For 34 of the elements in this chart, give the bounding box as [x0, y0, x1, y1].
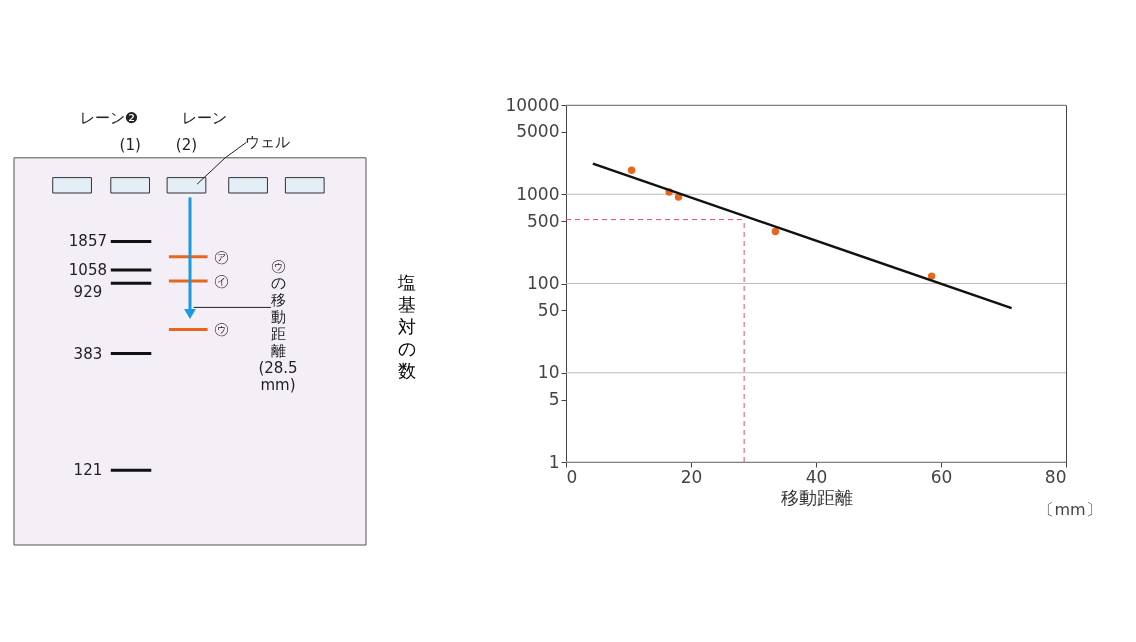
x-tick-label: 60	[930, 466, 953, 487]
x-axis-title: 移動距離	[780, 486, 853, 508]
y-tick-label: 100	[527, 273, 560, 293]
text: レーン	[181, 109, 227, 128]
x-tick-label: 40	[805, 466, 828, 487]
y-tick-label: 50	[537, 299, 560, 320]
y-tick-label: 10000	[505, 94, 560, 115]
text: 929	[73, 283, 103, 301]
y-tick-label: 5000	[516, 121, 560, 142]
text: (2)	[175, 135, 198, 154]
point	[771, 227, 780, 236]
y-tick-label: 5	[548, 389, 560, 410]
y-tick-label: 1000	[516, 183, 560, 204]
point	[927, 272, 936, 280]
text: ウェル	[244, 133, 290, 152]
text: 383	[73, 344, 103, 363]
text: ㋑	[214, 272, 230, 290]
y-tick-label: 1	[548, 451, 560, 472]
text: 〔mm〕	[1038, 500, 1102, 519]
x-tick-label: 0	[566, 466, 578, 487]
text: 121	[73, 461, 103, 480]
text: レーン❷	[79, 109, 139, 128]
y-tick-label: 500	[527, 210, 560, 231]
y-axis-title: 塩基対の数	[397, 272, 417, 381]
text: 1857	[68, 232, 108, 251]
x-tick-label: 20	[680, 466, 703, 487]
y-tick-label: 10	[537, 362, 560, 383]
x-tick-label: 80	[1044, 466, 1067, 487]
point	[627, 166, 636, 174]
text: (1)	[119, 135, 141, 154]
text: 1058	[68, 261, 108, 279]
text: ㋐	[214, 247, 230, 266]
text: ㋒の移動距離(28.5mm)	[258, 257, 298, 394]
text: ㋒	[214, 320, 230, 339]
